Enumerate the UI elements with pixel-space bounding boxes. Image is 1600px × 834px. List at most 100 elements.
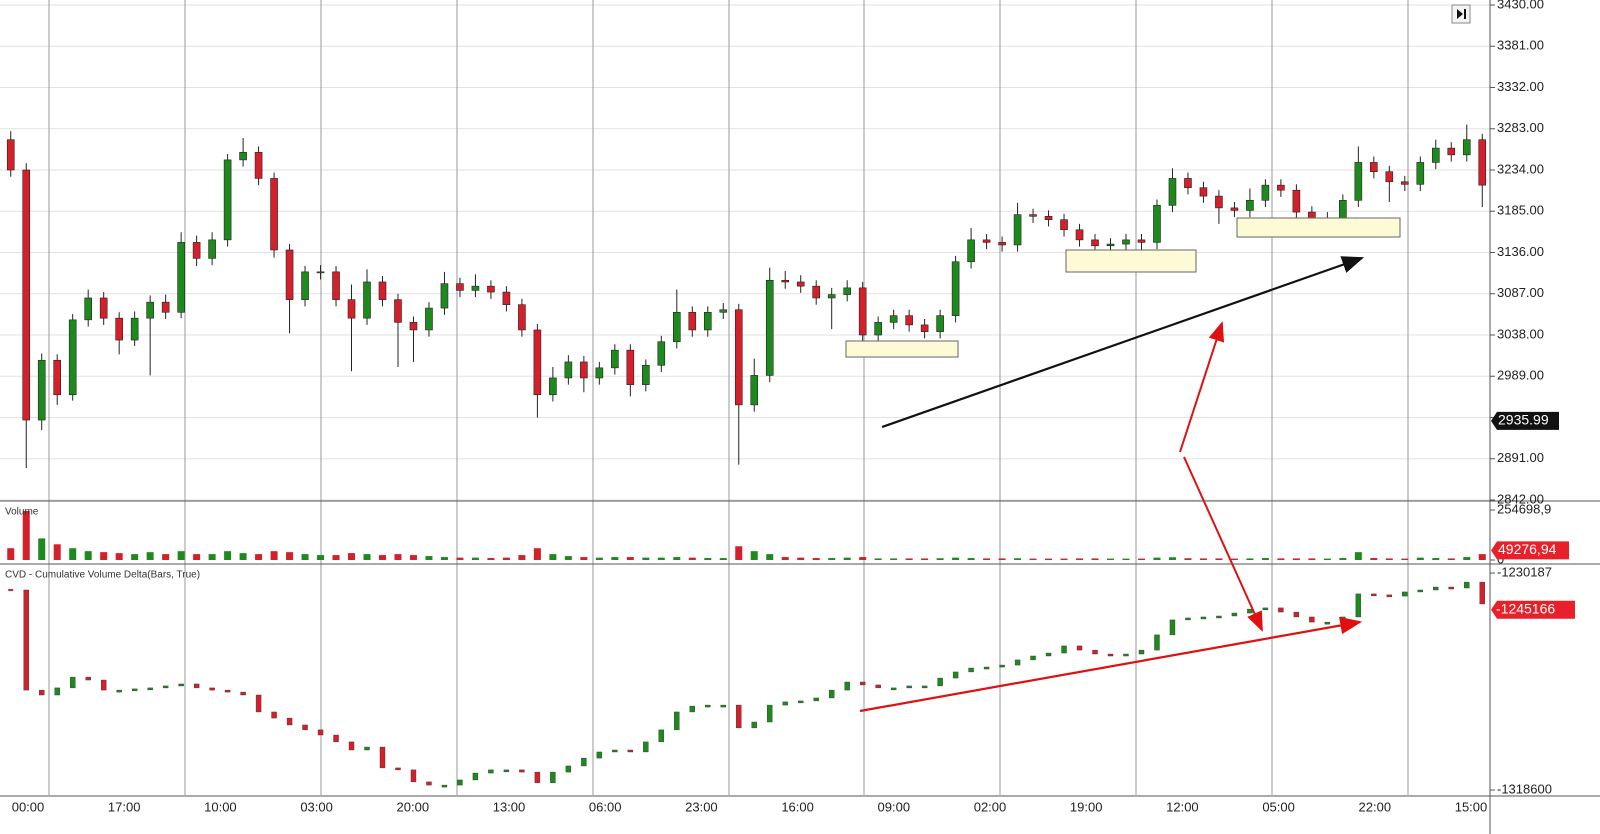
- cvd-bar: [1324, 621, 1331, 625]
- x-tick-label: 13:00: [493, 799, 526, 814]
- volume-bar: [642, 557, 650, 560]
- cvd-bar: [255, 694, 262, 713]
- volume-bar: [533, 548, 541, 560]
- cvd-bar: [1433, 586, 1439, 591]
- volume-bar: [1122, 558, 1130, 560]
- volume-bar: [162, 554, 170, 560]
- candle-body: [208, 239, 216, 259]
- cvd-bar: [426, 781, 432, 786]
- y-tick-label: 3038.00: [1497, 326, 1544, 341]
- volume-bar: [1354, 552, 1362, 560]
- volume-bar: [688, 557, 696, 560]
- cvd-bar: [1309, 616, 1315, 623]
- cvd-bar: [1340, 616, 1346, 623]
- volume-bar: [193, 554, 201, 560]
- volume-bar: [84, 551, 92, 560]
- cvd-bar: [1200, 616, 1207, 620]
- candle-body: [1168, 178, 1177, 206]
- cvd-bar: [209, 687, 215, 691]
- cvd-bar: [1293, 611, 1300, 618]
- cvd-bar: [1448, 586, 1454, 590]
- y-tick-label: 254698,9: [1497, 501, 1551, 516]
- volume-bar: [1401, 558, 1409, 560]
- volume-bar: [286, 552, 294, 560]
- cvd-bar: [581, 757, 587, 767]
- cvd-bar: [1355, 593, 1362, 618]
- candle-body: [1354, 162, 1363, 201]
- volume-bar: [317, 555, 325, 560]
- candle-body: [549, 377, 557, 396]
- y-tick-label: 3381.00: [1497, 38, 1544, 53]
- candle-body: [858, 287, 867, 336]
- candle-body: [177, 242, 185, 313]
- cvd-bar: [379, 746, 386, 769]
- cvd-bar: [1216, 615, 1222, 619]
- volume-bar: [471, 557, 479, 560]
- cvd-bar: [85, 676, 91, 681]
- cvd-bar: [519, 769, 525, 773]
- y-tick-label: 3332.00: [1497, 79, 1544, 94]
- volume-bar: [1447, 558, 1455, 560]
- x-tick-label: 19:00: [1070, 799, 1103, 814]
- volume-bar: [1323, 558, 1331, 560]
- cvd-bar: [488, 769, 494, 774]
- x-tick-label: 03:00: [300, 799, 333, 814]
- volume-bar: [348, 553, 356, 560]
- candle-body: [115, 317, 123, 341]
- volume-bar: [456, 557, 464, 560]
- volume-bar: [1184, 558, 1192, 560]
- cvd-bar: [828, 689, 835, 699]
- divergence-arrow: [1179, 321, 1225, 453]
- candle-body: [471, 285, 480, 291]
- candle-body: [734, 309, 743, 406]
- candle-body: [378, 281, 387, 300]
- volume-bar: [1137, 558, 1145, 560]
- volume-bar: [1261, 558, 1269, 560]
- x-tick-label: 16:00: [781, 799, 814, 814]
- x-tick-label: 15:00: [1455, 799, 1488, 814]
- cvd-bar: [658, 729, 665, 743]
- volume-bar: [1076, 558, 1084, 560]
- scroll-button[interactable]: [1451, 4, 1471, 24]
- candle-body: [1447, 147, 1456, 156]
- candle-body: [936, 315, 944, 332]
- candle-body: [53, 359, 62, 396]
- cvd-bar: [782, 701, 788, 706]
- volume-bar: [781, 557, 789, 560]
- axes: 3430.00 3381.00 3332.00 3283.00 3234.00 3185.…: [12, 0, 1575, 814]
- cvd-bar: [54, 687, 60, 696]
- volume-bar: [998, 558, 1006, 560]
- volume-bar: [1370, 558, 1378, 560]
- cvd-bar: [1014, 659, 1021, 666]
- cvd-bar: [503, 769, 510, 773]
- cvd-bar: [643, 741, 649, 753]
- volume-bar: [224, 551, 232, 560]
- volume-bar: [177, 551, 185, 560]
- candle-body: [409, 322, 418, 331]
- candle-body: [425, 307, 433, 331]
- x-tick-label: 09:00: [878, 799, 911, 814]
- candle-body: [905, 315, 913, 326]
- y-tick-label: 2891.00: [1497, 450, 1544, 465]
- volume-bar: [1107, 558, 1115, 560]
- cvd-bar: [240, 691, 246, 696]
- volume-bar: [766, 554, 774, 560]
- cvd-bar: [8, 588, 14, 591]
- cvd-bar: [736, 704, 742, 729]
- candle-body: [564, 361, 573, 379]
- cvd-bar: [1479, 581, 1485, 605]
- zone-box: [845, 340, 959, 358]
- candle-body: [796, 281, 805, 287]
- candle-body: [394, 299, 402, 323]
- candle-body: [951, 261, 960, 316]
- candle-body: [363, 281, 371, 319]
- cvd-bar: [395, 767, 401, 771]
- candle-body: [719, 309, 728, 313]
- cvd-bar: [767, 704, 773, 723]
- candle-body: [781, 279, 790, 283]
- candle-body: [1246, 200, 1254, 211]
- volume-flag-label: 49276,94: [1498, 541, 1557, 557]
- zone-box: [1236, 217, 1401, 238]
- cvd-bar: [999, 664, 1005, 668]
- volume-bar: [239, 553, 247, 560]
